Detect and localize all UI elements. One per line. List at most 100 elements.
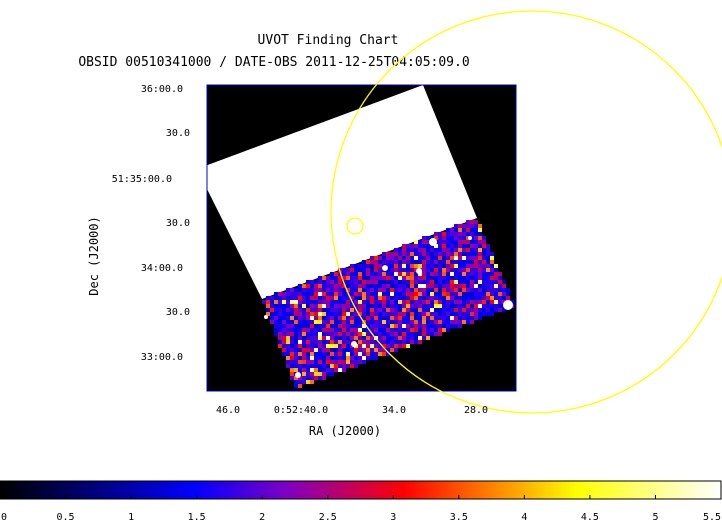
colorbar-tick-label: 1	[128, 512, 134, 521]
noise-cell	[314, 360, 318, 364]
noise-cell	[498, 296, 502, 300]
noise-cell	[302, 316, 306, 320]
noise-cell	[482, 248, 486, 252]
noise-cell	[322, 312, 326, 316]
noise-cell	[494, 268, 498, 272]
noise-cell	[362, 288, 366, 292]
noise-cell	[438, 256, 442, 260]
noise-cell	[298, 360, 302, 364]
noise-cell	[374, 300, 378, 304]
noise-cell	[302, 336, 306, 340]
noise-cell	[278, 336, 282, 340]
noise-cell	[286, 308, 290, 312]
noise-cell	[466, 284, 470, 288]
noise-cell	[274, 328, 278, 332]
noise-cell	[270, 312, 274, 316]
noise-cell	[430, 284, 434, 288]
noise-cell	[358, 288, 362, 292]
noise-cell	[318, 292, 322, 296]
noise-cell	[442, 240, 446, 244]
noise-cell	[394, 340, 398, 344]
noise-cell	[306, 376, 310, 380]
noise-cell	[386, 300, 390, 304]
noise-cell	[354, 312, 358, 316]
noise-cell	[414, 336, 418, 340]
noise-cell	[398, 308, 402, 312]
noise-cell	[326, 280, 330, 284]
noise-cell	[490, 296, 494, 300]
noise-cell	[442, 296, 446, 300]
noise-cell	[318, 368, 322, 372]
noise-cell	[418, 240, 422, 244]
noise-cell	[434, 284, 438, 288]
noise-cell	[302, 292, 306, 296]
saturated-region	[207, 85, 477, 299]
noise-cell	[326, 364, 330, 368]
noise-cell	[394, 328, 398, 332]
noise-cell	[330, 280, 334, 284]
noise-cell	[314, 336, 318, 340]
noise-cell	[410, 320, 414, 324]
noise-cell	[366, 316, 370, 320]
noise-cell	[414, 264, 418, 268]
noise-cell	[442, 256, 446, 260]
noise-cell	[370, 260, 374, 264]
noise-cell	[394, 308, 398, 312]
noise-cell	[438, 244, 442, 248]
noise-cell	[474, 256, 478, 260]
noise-cell	[466, 232, 470, 236]
noise-cell	[402, 260, 406, 264]
noise-cell	[490, 312, 494, 316]
noise-cell	[446, 232, 450, 236]
noise-cell	[382, 316, 386, 320]
noise-cell	[298, 368, 302, 372]
noise-cell	[386, 328, 390, 332]
noise-cell	[330, 368, 334, 372]
noise-cell	[450, 236, 454, 240]
noise-cell	[450, 304, 454, 308]
noise-cell	[414, 248, 418, 252]
noise-cell	[302, 340, 306, 344]
noise-cell	[358, 316, 362, 320]
noise-cell	[398, 340, 402, 344]
noise-cell	[414, 304, 418, 308]
y-tick-label: 30.0	[166, 307, 190, 318]
noise-cell	[362, 324, 366, 328]
noise-cell	[290, 356, 294, 360]
noise-cell	[454, 316, 458, 320]
noise-cell	[390, 328, 394, 332]
bright-source	[468, 236, 472, 240]
noise-cell	[338, 308, 342, 312]
noise-cell	[358, 360, 362, 364]
noise-cell	[402, 252, 406, 256]
noise-cell	[378, 292, 382, 296]
noise-cell	[338, 292, 342, 296]
small-error-circle	[346, 217, 364, 235]
noise-cell	[390, 264, 394, 268]
noise-cell	[390, 288, 394, 292]
noise-cell	[482, 268, 486, 272]
noise-cell	[502, 288, 506, 292]
noise-cell	[454, 324, 458, 328]
noise-cell	[454, 300, 458, 304]
noise-cell	[462, 316, 466, 320]
noise-cell	[490, 260, 494, 264]
noise-cell	[450, 308, 454, 312]
noise-cell	[322, 280, 326, 284]
noise-cell	[478, 252, 482, 256]
noise-cell	[362, 308, 366, 312]
noise-cell	[430, 276, 434, 280]
noise-cell	[282, 292, 286, 296]
noise-cell	[322, 352, 326, 356]
noise-cell	[330, 372, 334, 376]
noise-cell	[454, 320, 458, 324]
noise-cell	[350, 328, 354, 332]
noise-cell	[294, 368, 298, 372]
noise-cell	[446, 308, 450, 312]
noise-cell	[446, 316, 450, 320]
noise-cell	[298, 328, 302, 332]
noise-cell	[430, 252, 434, 256]
noise-cell	[318, 312, 322, 316]
noise-cell	[494, 280, 498, 284]
noise-cell	[370, 264, 374, 268]
